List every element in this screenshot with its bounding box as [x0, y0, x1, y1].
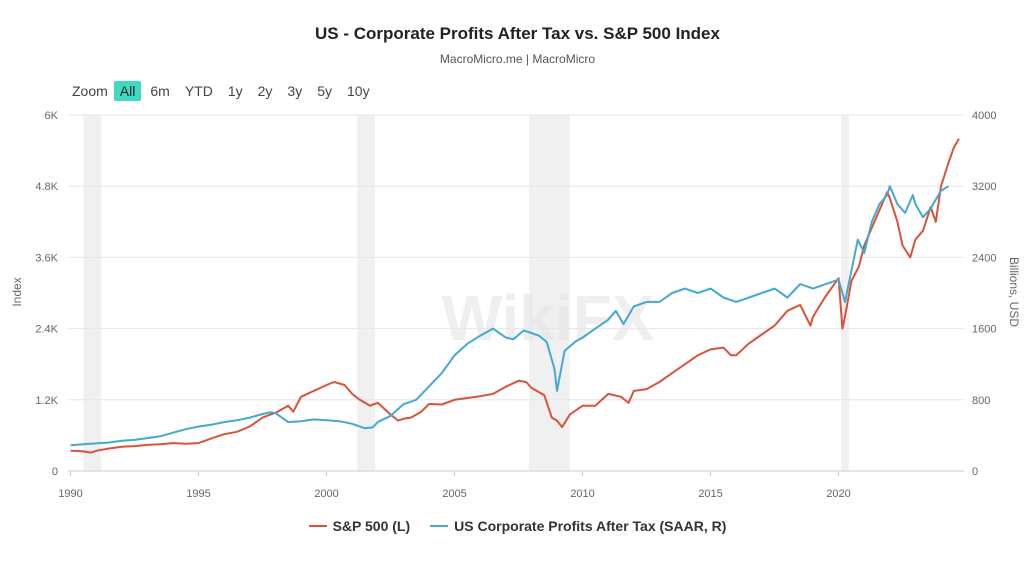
zoom-bar: Zoom All 6m YTD 1y 2y 3y 5y 10y	[72, 80, 379, 102]
legend-item-sp500[interactable]: S&P 500 (L)	[308, 518, 411, 534]
zoom-option-1y[interactable]: 1y	[227, 83, 243, 99]
zoom-label: Zoom	[72, 83, 108, 99]
series-group	[70, 138, 960, 454]
series-line-corporate-profits	[70, 185, 950, 447]
legend: S&P 500 (L) US Corporate Profits After T…	[0, 518, 1035, 534]
chart-subtitle: MacroMicro.me | MacroMicro	[439, 52, 596, 66]
y-left-tick-label: 0	[52, 466, 58, 478]
y-right-tick-label: 800	[972, 395, 990, 407]
y-right-tick-label: 1600	[972, 324, 996, 336]
x-tick-label: 1995	[186, 488, 210, 500]
x-tick-label: 1990	[58, 488, 82, 500]
y-axis-right-title: Billions, USD	[1007, 257, 1021, 327]
legend-item-corporate-profits[interactable]: US Corporate Profits After Tax (SAAR, R)	[430, 518, 726, 534]
y-left-tick-label: 4.8K	[35, 181, 58, 193]
zoom-option-6m[interactable]: 6m	[150, 83, 170, 99]
recession-band	[841, 115, 849, 471]
legend-swatch-sp500	[308, 525, 327, 527]
chart-title: US - Corporate Profits After Tax vs. S&P…	[315, 24, 720, 43]
zoom-option-ytd[interactable]: YTD	[184, 83, 213, 99]
recession-band	[357, 115, 376, 471]
y-left-tick-label: 2.4K	[35, 324, 58, 336]
y-left-tick-label: 1.2K	[35, 395, 58, 407]
zoom-option-5y[interactable]: 5y	[317, 83, 332, 99]
zoom-option-10y[interactable]: 10y	[347, 83, 370, 99]
legend-label-sp500: S&P 500 (L)	[332, 518, 411, 534]
zoom-option-all[interactable]: All	[113, 81, 142, 101]
watermark: WikiFX	[442, 282, 655, 354]
y-axis-left: 0 1.2K 2.4K 3.6K 4.8K 6K	[35, 110, 58, 478]
recession-band	[83, 115, 102, 471]
zoom-option-3y[interactable]: 3y	[287, 83, 303, 99]
y-axis-left-title: Index	[10, 277, 24, 306]
recession-bands	[83, 115, 849, 471]
x-tick-label: 2000	[314, 488, 338, 500]
y-right-tick-label: 0	[972, 466, 978, 478]
x-tick-label: 2020	[826, 488, 850, 500]
series-line-sp500	[70, 138, 960, 454]
y-left-tick-label: 3.6K	[35, 252, 58, 264]
y-left-tick-label: 6K	[45, 110, 59, 122]
grid-lines	[68, 114, 964, 472]
zoom-option-2y[interactable]: 2y	[257, 83, 273, 99]
x-tick-label: 2005	[442, 488, 466, 500]
y-right-tick-label: 4000	[972, 110, 996, 122]
legend-label-corporate-profits: US Corporate Profits After Tax (SAAR, R)	[454, 518, 727, 534]
x-axis: 1990 1995 2000 2005 2010 2015 2020	[58, 471, 851, 500]
legend-swatch-corporate-profits	[430, 525, 449, 527]
x-tick-label: 2010	[570, 488, 594, 500]
x-tick-label: 2015	[698, 488, 722, 500]
y-right-tick-label: 3200	[972, 181, 996, 193]
y-right-tick-label: 2400	[972, 252, 996, 264]
y-axis-right: 0 800 1600 2400 3200 4000	[972, 110, 996, 478]
